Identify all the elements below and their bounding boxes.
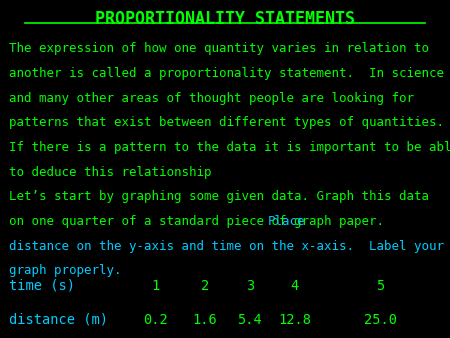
- Text: distance (m): distance (m): [9, 313, 108, 327]
- Text: PROPORTIONALITY STATEMENTS: PROPORTIONALITY STATEMENTS: [95, 10, 355, 28]
- Text: on one quarter of a standard piece of graph paper.: on one quarter of a standard piece of gr…: [9, 215, 384, 228]
- Text: 4: 4: [291, 279, 299, 293]
- Text: Let’s start by graphing some given data. Graph this data: Let’s start by graphing some given data.…: [9, 190, 429, 203]
- Text: to deduce this relationship: to deduce this relationship: [9, 166, 211, 178]
- Text: another is called a proportionality statement.  In science: another is called a proportionality stat…: [9, 67, 444, 80]
- Text: 5.4: 5.4: [238, 313, 262, 327]
- Text: 0.2: 0.2: [143, 313, 167, 327]
- Text: and many other areas of thought people are looking for: and many other areas of thought people a…: [9, 92, 414, 104]
- Text: time (s): time (s): [9, 279, 75, 293]
- Text: 2: 2: [201, 279, 209, 293]
- Text: 25.0: 25.0: [364, 313, 397, 327]
- Text: distance on the y-axis and time on the x-axis.  Label your: distance on the y-axis and time on the x…: [9, 240, 444, 252]
- Text: patterns that exist between different types of quantities.: patterns that exist between different ty…: [9, 116, 444, 129]
- Text: 12.8: 12.8: [278, 313, 311, 327]
- Text: 3: 3: [246, 279, 254, 293]
- Text: 1.6: 1.6: [193, 313, 217, 327]
- Text: The expression of how one quantity varies in relation to: The expression of how one quantity varie…: [9, 42, 429, 55]
- Text: graph properly.: graph properly.: [9, 264, 122, 277]
- Text: Place: Place: [268, 215, 305, 228]
- Text: 1: 1: [151, 279, 159, 293]
- Text: If there is a pattern to the data it is important to be able: If there is a pattern to the data it is …: [9, 141, 450, 154]
- Text: 5: 5: [376, 279, 384, 293]
